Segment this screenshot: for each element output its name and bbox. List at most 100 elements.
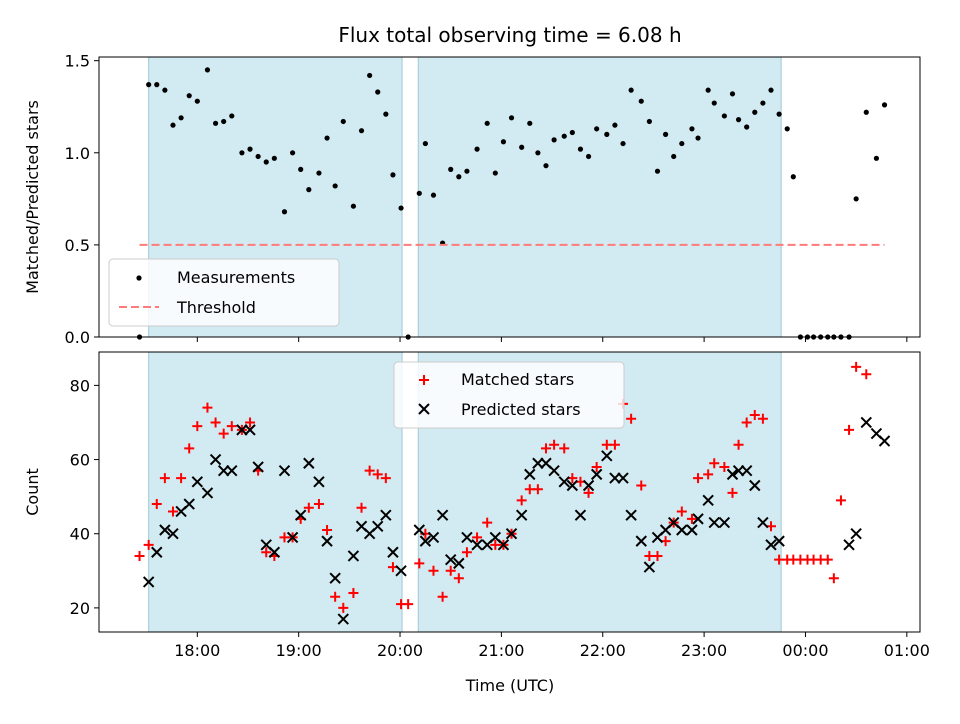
x-tick-label: 19:00: [276, 641, 322, 660]
predicted-star-point: [726, 468, 739, 481]
measurement-point: [620, 140, 626, 147]
measurement-point: [422, 140, 428, 147]
legend-box: [108, 258, 340, 327]
measurement-point: [689, 126, 695, 132]
predicted-star-point: [226, 464, 238, 477]
predicted-star-point: [532, 457, 544, 469]
measurement-point: [585, 153, 592, 160]
measurement-point: [721, 113, 727, 119]
measurement-point: [760, 100, 766, 106]
counts-y-axis-label: Count: [23, 468, 42, 516]
measurement-point: [646, 118, 652, 125]
measurement-point: [679, 140, 685, 147]
matched-star-point: [583, 487, 594, 498]
predicted-star-point: [209, 453, 222, 466]
predicted-star-point: [566, 479, 579, 492]
matched-star-point: [226, 421, 237, 432]
y-tick-label: 0.0: [65, 328, 90, 347]
measurement-point: [729, 91, 736, 97]
matched-star-point: [835, 495, 846, 506]
measurement-point: [863, 109, 869, 115]
y-tick-label: 1.0: [65, 144, 90, 163]
matched-star-point: [461, 547, 472, 558]
x-tick-label: 23:00: [681, 641, 727, 660]
predicted-star-point: [515, 509, 528, 521]
legend-plus-marker: [419, 375, 429, 385]
matched-star-point: [143, 539, 154, 550]
matched-star-point: [741, 417, 752, 428]
matched-star-point: [727, 487, 738, 498]
measurement-point: [873, 155, 880, 161]
matched-star-point: [192, 421, 203, 432]
measurement-point: [162, 87, 168, 93]
counts-data: [134, 361, 891, 625]
matched-star-point: [686, 513, 697, 524]
measurement-point: [695, 135, 701, 141]
predicted-star-point: [497, 539, 510, 551]
predicted-star-point: [387, 546, 399, 558]
predicted-star-point: [850, 528, 862, 540]
predicted-star-point: [702, 494, 714, 507]
measurement-point: [170, 122, 176, 128]
predicted-star-point: [244, 424, 256, 436]
matched-star-point: [261, 547, 272, 558]
measurement-point: [484, 120, 490, 126]
predicted-star-point: [692, 513, 704, 525]
measurement-point: [154, 82, 160, 88]
predicted-star-point: [718, 516, 731, 529]
y-tick-label: 20: [70, 599, 90, 618]
predicted-star-point: [151, 546, 163, 558]
counts-axis-ticks: 18:00 19:00 20:00 21:00 22:00 23:00 00:00 01:00…: [70, 376, 930, 660]
shaded-interval: [417, 56, 782, 338]
ratio-legend: Measurements Threshold: [108, 258, 340, 327]
matched-star-point: [636, 480, 647, 491]
ratio-axis-ticks: 0.0 0.5 1.0 1.5: [65, 52, 908, 347]
measurement-point: [298, 166, 304, 172]
matched-star-point: [822, 554, 833, 565]
measurement-point: [551, 137, 557, 143]
measurement-point: [239, 150, 245, 156]
measurement-point: [711, 100, 717, 106]
measurement-point: [367, 72, 373, 79]
matched-star-point: [428, 565, 439, 576]
predicted-star-point: [590, 468, 603, 481]
legend-label-measurements: Measurements: [177, 268, 295, 287]
predicted-star-point: [609, 472, 621, 484]
predicted-star-point: [337, 613, 349, 625]
measurement-point: [221, 118, 227, 125]
matched-star-point: [749, 410, 760, 421]
predicted-star-point: [765, 539, 777, 551]
measurement-point: [527, 120, 533, 126]
predicted-star-point: [427, 531, 440, 544]
measurement-point: [464, 168, 470, 174]
matched-star-point: [445, 565, 456, 576]
predicted-star-point: [878, 435, 891, 447]
measurement-point: [790, 174, 796, 180]
predicted-star-point: [471, 539, 483, 551]
predicted-star-point: [708, 516, 720, 529]
measurement-point: [281, 209, 288, 215]
legend-box: [393, 361, 625, 429]
x-tick-label: 22:00: [580, 641, 626, 660]
legend-label-threshold: Threshold: [176, 298, 256, 317]
predicted-star-point: [445, 553, 457, 566]
matched-star-point: [437, 591, 448, 602]
ratio-data: [136, 67, 888, 340]
matched-star-point: [453, 573, 464, 584]
predicted-star-point: [236, 424, 248, 436]
measurement-point: [671, 153, 677, 160]
measurement-point: [383, 111, 389, 117]
measurement-point: [492, 170, 498, 176]
measurement-point: [543, 163, 549, 169]
measurement-point: [194, 98, 200, 104]
measurement-point: [271, 155, 277, 161]
predicted-star-point: [617, 472, 629, 484]
predicted-star-point: [860, 416, 872, 429]
matched-star-point: [218, 428, 229, 439]
ratio-panel: 0.0 0.5 1.0 1.5 Matched/Predicted stars Mea…: [23, 52, 921, 347]
measurement-point: [316, 170, 322, 176]
matched-star-point: [559, 443, 570, 454]
matched-star-point: [719, 461, 730, 472]
x-tick-label: 21:00: [478, 641, 524, 660]
measurement-point: [289, 150, 296, 156]
